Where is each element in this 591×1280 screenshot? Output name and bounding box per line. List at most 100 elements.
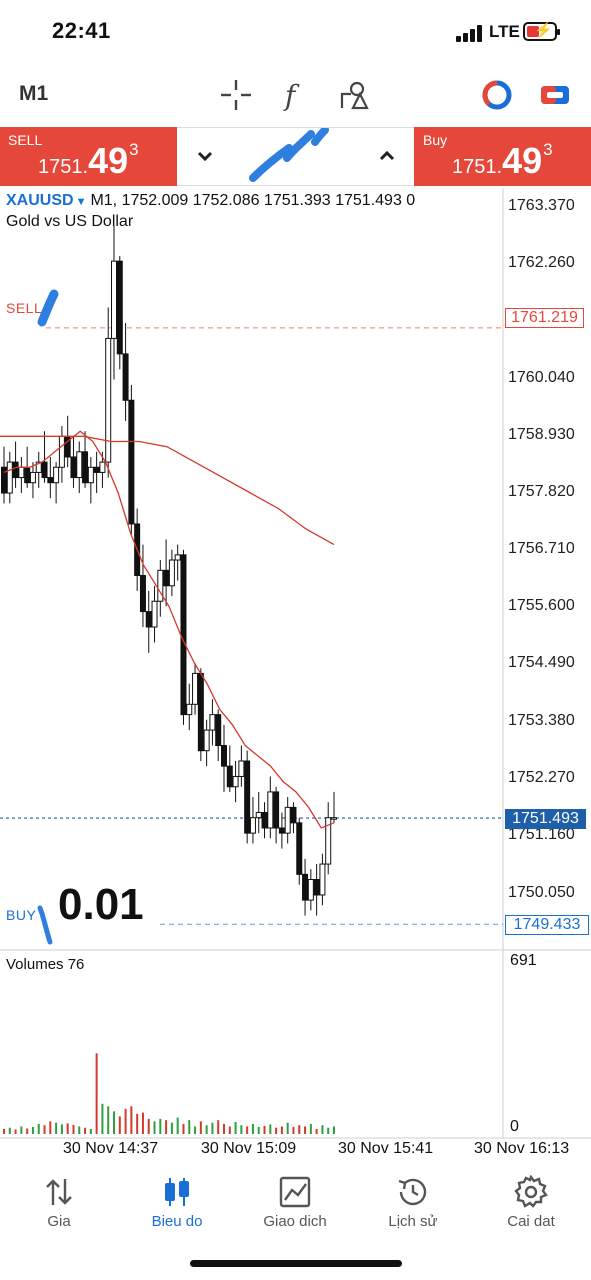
candle-body (203, 729, 210, 752)
candle-body (128, 399, 135, 525)
trade-panel-toggle-icon[interactable] (538, 78, 572, 112)
price-axis-label: 1752.270 (508, 769, 575, 786)
price-axis-label: 1754.490 (508, 654, 575, 671)
candle-body (82, 451, 89, 484)
sell-button[interactable]: SELL 1751.493 (0, 127, 177, 186)
candle-body (302, 873, 309, 901)
buy-button[interactable]: Buy 1751.493 (414, 127, 591, 186)
candle-body (226, 765, 233, 788)
candle-body (215, 714, 222, 747)
candle-body (174, 554, 181, 561)
candle-body (93, 466, 100, 473)
symbol-info: XAUUSD ▼ M1, 1752.009 1752.086 1751.393 17… (6, 192, 415, 210)
nav-settings[interactable]: Cai dat (476, 1171, 586, 1241)
candle-body (24, 466, 31, 484)
candle-body (261, 812, 268, 829)
nav-label: Lịch sử (388, 1213, 438, 1230)
candle-body (278, 827, 285, 834)
chart-toolbar: M1 f (0, 66, 591, 124)
crosshair-icon[interactable] (219, 78, 253, 112)
scribble-mark (37, 289, 59, 327)
volume-max-label: 691 (510, 952, 537, 969)
trade-icon (279, 1176, 311, 1208)
nav-chart[interactable]: Bieu do (122, 1171, 232, 1241)
volume-min-label: 0 (510, 1118, 519, 1135)
candle-body (87, 466, 94, 484)
candle-body (29, 471, 36, 484)
candle-body (313, 879, 320, 896)
candle-body (41, 461, 48, 479)
candle-body (168, 559, 175, 587)
nav-label: Gia (47, 1213, 71, 1230)
scribble-mark (37, 905, 53, 945)
quotes-icon (46, 1179, 72, 1205)
nav-history[interactable]: Lịch sử (358, 1171, 468, 1241)
time-label: 30 Nov 14:37 (63, 1140, 159, 1157)
timeframe-button[interactable]: M1 (19, 82, 49, 105)
price-axis-label: 1753.380 (508, 712, 575, 729)
candle-body (139, 574, 146, 613)
buy-label: Buy (423, 132, 448, 148)
sell-line-label: SELL (6, 300, 43, 316)
candle-body (122, 353, 129, 401)
candle-body (238, 760, 245, 777)
price-chart[interactable]: XAUUSD ▼ M1, 1752.009 1752.086 1751.393 17… (0, 188, 591, 1163)
lot-size-overlay: 0.01 (58, 880, 144, 929)
candle-body (192, 672, 199, 705)
price-axis-label: 1750.050 (508, 884, 575, 901)
time-label: 30 Nov 15:09 (201, 1140, 297, 1157)
candle-body (76, 451, 83, 479)
gear-icon (514, 1175, 548, 1208)
symbol-name[interactable]: XAUUSD (6, 192, 74, 209)
candle-body (180, 554, 187, 716)
nav-label: Cai dat (507, 1213, 555, 1230)
candle-body (209, 714, 216, 731)
indicators-icon[interactable]: f (278, 78, 312, 112)
price-axis-label: 1751.160 (508, 826, 575, 843)
price-axis-label: 1762.260 (508, 254, 575, 271)
sell-label: SELL (8, 132, 43, 148)
candle-body (6, 461, 13, 494)
candle-body (290, 806, 297, 824)
price-axis-label: 1758.930 (508, 426, 575, 443)
volumes-label: Volumes 76 (6, 956, 85, 973)
price-axis-label: 1760.040 (508, 369, 575, 386)
scribble-mark (249, 128, 329, 182)
candle-body (53, 466, 60, 484)
time-label: 30 Nov 15:41 (338, 1140, 434, 1157)
nav-label: Bieu do (151, 1213, 203, 1230)
objects-icon[interactable] (338, 78, 372, 112)
candle-body (307, 879, 314, 901)
nav-trade[interactable]: Giao dich (240, 1171, 350, 1241)
candle-body (111, 260, 117, 339)
home-indicator (190, 1260, 402, 1267)
lot-increase-icon[interactable] (377, 146, 397, 166)
one-click-trading-icon[interactable] (480, 78, 514, 112)
candle-body (151, 600, 158, 628)
candle-body (105, 337, 112, 463)
status-bar: 22:41 LTE ⚡ (0, 0, 591, 66)
time-label: 30 Nov 16:13 (474, 1140, 570, 1157)
nav-label: Giao dich (263, 1213, 327, 1230)
candle-body (1, 466, 7, 494)
status-time: 22:41 (52, 18, 111, 43)
candle-body (47, 477, 54, 484)
candle-body (255, 812, 262, 819)
signal-icon (456, 24, 482, 42)
buy-line-price: 1749.433 (505, 915, 589, 935)
svg-text:f: f (283, 79, 300, 112)
price-axis-label: 1763.370 (508, 197, 575, 214)
nav-quotes[interactable]: Gia (4, 1171, 114, 1241)
ohlc-line: M1, 1752.009 1752.086 1751.393 1751.493 … (90, 192, 416, 209)
candle-body (18, 466, 25, 479)
candle-body (116, 260, 123, 355)
candle-body (35, 461, 42, 473)
chart-canvas[interactable] (0, 188, 591, 1163)
lot-selector (177, 127, 414, 186)
history-icon (398, 1178, 427, 1206)
symbol-dropdown-icon[interactable]: ▼ (75, 196, 87, 208)
buy-line-label: BUY (6, 907, 37, 923)
candle-body (244, 760, 251, 834)
chart-icon (165, 1178, 189, 1206)
lot-decrease-icon[interactable] (195, 146, 215, 166)
